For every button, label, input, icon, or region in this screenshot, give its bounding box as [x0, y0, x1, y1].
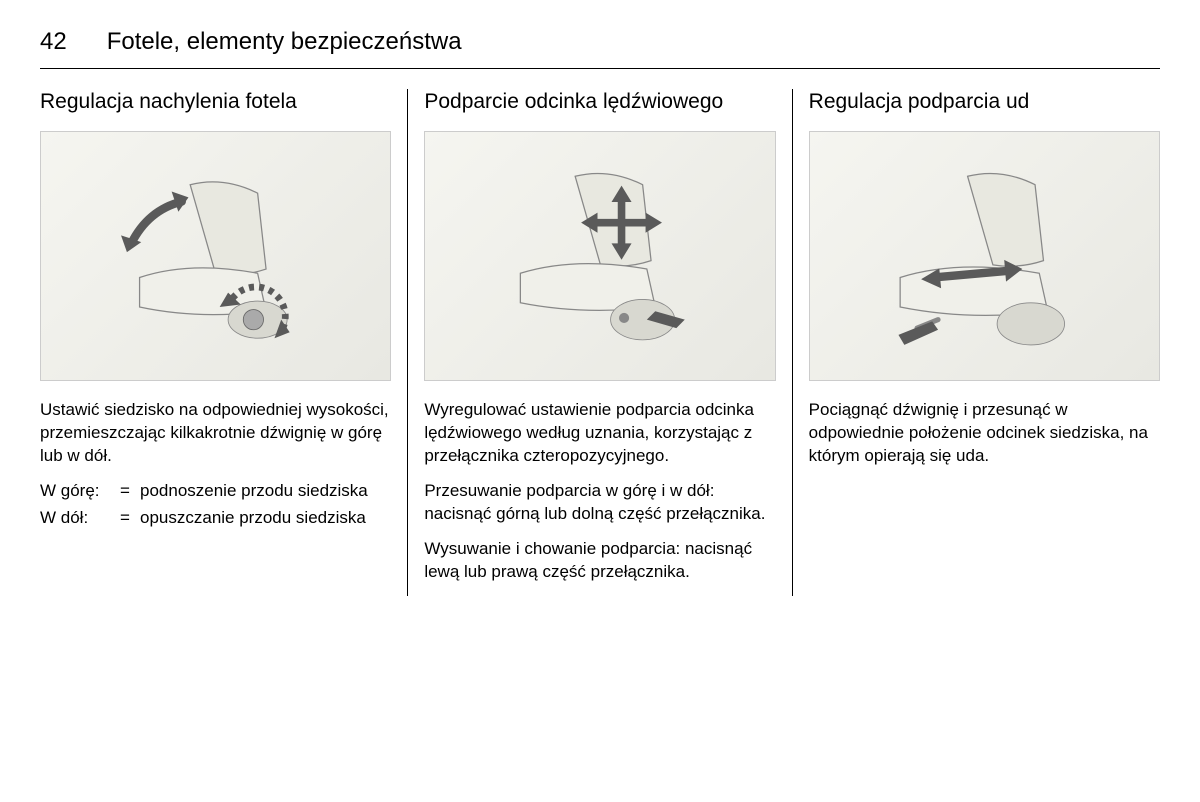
column-seat-tilt: Regulacja nachylenia fotela Ustawić sied…: [40, 89, 407, 596]
seat-tilt-icon: [67, 151, 364, 362]
definition-row: W dół: = opuszczanie przodu siedziska: [40, 507, 391, 530]
page-header: 42 Fotele, elementy bezpieczeństwa: [40, 28, 1160, 69]
def-eq: =: [120, 507, 140, 530]
def-label: W dół:: [40, 507, 120, 530]
def-value: opuszczanie przodu siedziska: [140, 507, 391, 530]
def-value: podnoszenie przodu siedziska: [140, 480, 391, 503]
seat-lumbar-icon: [452, 151, 749, 362]
seat-thigh-icon: [836, 151, 1133, 362]
def-eq: =: [120, 480, 140, 503]
column-lumbar: Podparcie odcinka lędźwiowego: [407, 89, 791, 596]
column-thigh: Regulacja podparcia ud Pociągnąć dźwigni…: [792, 89, 1160, 596]
body-paragraph: Wysuwanie i chowanie podparcia: nacisnąć…: [424, 538, 775, 584]
body-paragraph: Przesuwanie podparcia w górę i w dół: na…: [424, 480, 775, 526]
def-label: W górę:: [40, 480, 120, 503]
definition-row: W górę: = podnoszenie przodu siedziska: [40, 480, 391, 503]
body-paragraph: Pociągnąć dźwignię i przesunąć w odpowie…: [809, 399, 1160, 468]
chapter-title: Fotele, elementy bezpieczeństwa: [107, 28, 462, 56]
page-number: 42: [40, 28, 67, 56]
body-paragraph: Wyregulować ustawienie podparcia odcinka…: [424, 399, 775, 468]
content-columns: Regulacja nachylenia fotela Ustawić sied…: [40, 89, 1160, 596]
section-title: Regulacja nachylenia fotela: [40, 89, 391, 115]
body-paragraph: Ustawić siedzisko na odpowiedniej wysoko…: [40, 399, 391, 468]
illustration-thigh: [809, 131, 1160, 381]
definition-list: W górę: = podnoszenie przodu siedziska W…: [40, 480, 391, 530]
section-title: Regulacja podparcia ud: [809, 89, 1160, 115]
illustration-seat-tilt: [40, 131, 391, 381]
illustration-lumbar: [424, 131, 775, 381]
section-title: Podparcie odcinka lędźwiowego: [424, 89, 775, 115]
